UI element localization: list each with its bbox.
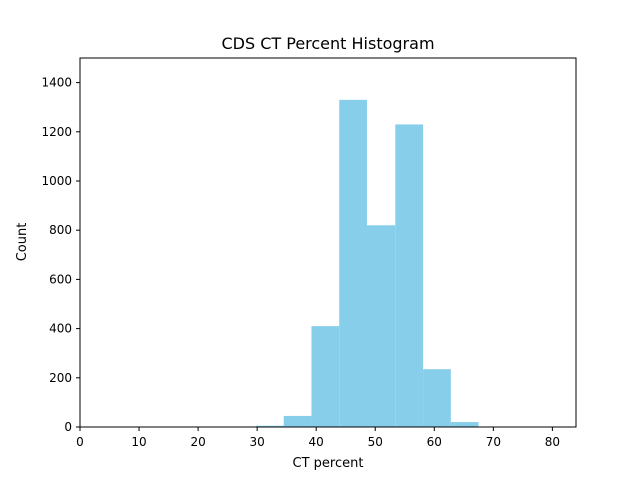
x-tick-label-3: 30 — [250, 435, 265, 449]
bars-group — [255, 99, 479, 428]
y-tick-label-7: 1400 — [41, 76, 72, 90]
chart-title: CDS CT Percent Histogram — [221, 34, 434, 53]
histogram-bar-4 — [366, 225, 396, 427]
histogram-bar-2 — [311, 326, 340, 427]
histogram-bar-7 — [450, 422, 479, 427]
x-tick-label-2: 20 — [190, 435, 205, 449]
histogram-bar-1 — [283, 415, 312, 427]
y-axis-label: Count — [15, 223, 30, 262]
histogram-bar-3 — [339, 99, 367, 427]
y-axis-ticks: 0 200 400 600 800 1000 1200 1400 — [41, 76, 80, 434]
y-tick-label-6: 1200 — [41, 125, 72, 139]
x-axis-ticks: 0 10 20 30 40 50 60 70 80 — [76, 427, 560, 449]
histogram-bar-5 — [395, 124, 424, 428]
x-tick-label-6: 60 — [427, 435, 442, 449]
plot-frame — [79, 57, 577, 428]
x-tick-label-7: 70 — [486, 435, 501, 449]
y-tick-label-1: 200 — [49, 371, 72, 385]
histogram-bar-0 — [255, 425, 284, 427]
y-tick-label-0: 0 — [64, 420, 72, 434]
x-axis-label: CT percent — [293, 456, 364, 471]
x-tick-label-8: 80 — [545, 435, 560, 449]
x-tick-label-4: 40 — [309, 435, 324, 449]
histogram-bar-6 — [423, 369, 451, 427]
y-tick-label-3: 600 — [49, 272, 72, 286]
y-tick-label-2: 400 — [49, 322, 72, 336]
x-tick-label-5: 50 — [368, 435, 383, 449]
x-tick-label-1: 10 — [131, 435, 146, 449]
y-tick-label-5: 1000 — [41, 174, 72, 188]
y-tick-label-4: 800 — [49, 223, 72, 237]
x-tick-label-0: 0 — [76, 435, 84, 449]
